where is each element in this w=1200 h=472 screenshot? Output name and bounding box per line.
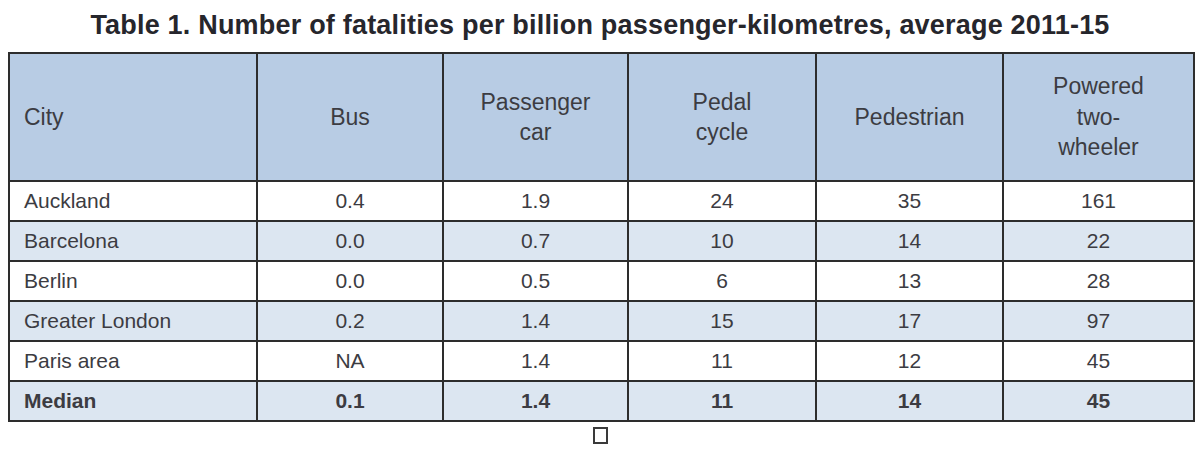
table-row: Barcelona0.00.7101422 [9,221,1194,261]
header-row: City Bus Passenger car Pedal cycle Pedes… [9,53,1194,181]
table-row: Greater London0.21.4151797 [9,301,1194,341]
table-row: Paris areaNA1.4111245 [9,341,1194,381]
value-cell: 17 [816,301,1003,341]
value-cell: 45 [1003,381,1194,421]
footer [8,426,1193,446]
value-cell: 1.4 [443,301,628,341]
value-cell: 35 [816,181,1003,221]
city-cell: Auckland [9,181,257,221]
value-cell: 0.2 [257,301,443,341]
value-cell: 1.4 [443,381,628,421]
city-cell: Median [9,381,257,421]
value-cell: 6 [628,261,816,301]
column-header-bus: Bus [257,53,443,181]
city-cell: Paris area [9,341,257,381]
value-cell: 10 [628,221,816,261]
value-cell: 14 [816,221,1003,261]
column-header-city: City [9,53,257,181]
column-header-pedestrian: Pedestrian [816,53,1003,181]
city-cell: Barcelona [9,221,257,261]
table-row: Auckland0.41.92435161 [9,181,1194,221]
page: Table 1. Number of fatalities per billio… [0,0,1200,472]
value-cell: 0.0 [257,261,443,301]
value-cell: 11 [628,381,816,421]
value-cell: 97 [1003,301,1194,341]
value-cell: 11 [628,341,816,381]
value-cell: 1.4 [443,341,628,381]
value-cell: 14 [816,381,1003,421]
column-header-passenger-car: Passenger car [443,53,628,181]
value-cell: 15 [628,301,816,341]
value-cell: 0.1 [257,381,443,421]
column-header-pedal-cycle: Pedal cycle [628,53,816,181]
table-title: Table 1. Number of fatalities per billio… [0,0,1200,41]
value-cell: 0.0 [257,221,443,261]
fatalities-table: City Bus Passenger car Pedal cycle Pedes… [8,52,1195,422]
value-cell: 1.9 [443,181,628,221]
table-body: Auckland0.41.92435161Barcelona0.00.71014… [9,181,1194,421]
value-cell: 13 [816,261,1003,301]
empty-square-icon [593,427,608,444]
city-cell: Greater London [9,301,257,341]
table-row: Median0.11.4111445 [9,381,1194,421]
value-cell: 161 [1003,181,1194,221]
value-cell: 22 [1003,221,1194,261]
value-cell: 0.7 [443,221,628,261]
value-cell: 12 [816,341,1003,381]
value-cell: 0.5 [443,261,628,301]
value-cell: 0.4 [257,181,443,221]
column-header-powered-two-wheeler: Powered two- wheeler [1003,53,1194,181]
value-cell: 24 [628,181,816,221]
table-row: Berlin0.00.561328 [9,261,1194,301]
value-cell: 28 [1003,261,1194,301]
value-cell: 45 [1003,341,1194,381]
value-cell: NA [257,341,443,381]
city-cell: Berlin [9,261,257,301]
